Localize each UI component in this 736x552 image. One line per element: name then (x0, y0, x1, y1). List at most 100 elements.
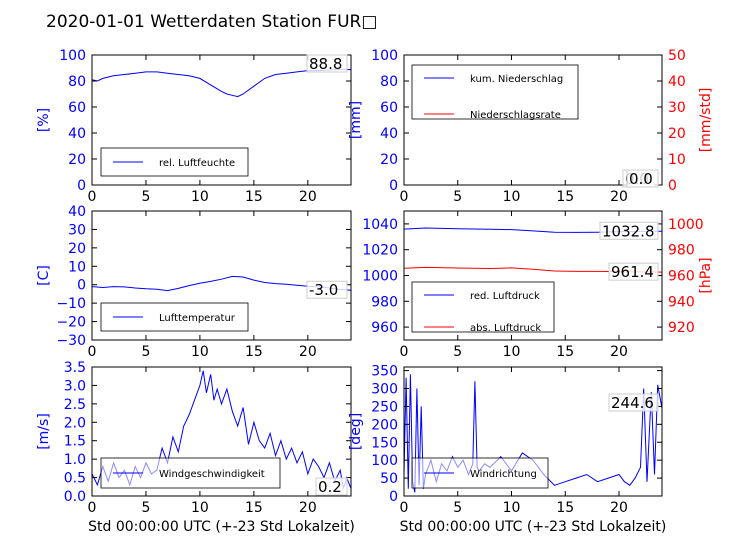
y-tick-label: 40 (380, 126, 398, 142)
x-tick-label: 0 (88, 500, 97, 516)
x-tick-label: 20 (610, 500, 628, 516)
latest-value-box (608, 393, 659, 412)
y-tick-label: −10 (56, 296, 86, 312)
x-tick-label: 15 (245, 500, 263, 516)
y-tick-label: 60 (68, 100, 86, 116)
y-tick-label: 20 (380, 152, 398, 168)
y-tick-label: 40 (68, 204, 86, 220)
legend-box (411, 457, 549, 489)
y-axis-label: [mm] (348, 101, 364, 139)
latest-value-box (315, 477, 348, 496)
chart-panel-wind_speed: 0 5 10 15 20 0.0 0.5 1.0 1.5 2.0 2.5 3.0 3.5 [m/s] Std… (36, 360, 355, 535)
y-tick-label: 300 (371, 382, 398, 398)
latest-value-label: 1032.8 (602, 222, 655, 240)
y-axis-label: [deg] (348, 413, 364, 450)
y-tick-label: 30 (68, 222, 86, 238)
y-tick-label: 40 (68, 126, 86, 142)
y-tick-label: 100 (371, 48, 398, 64)
chart-panel-precip: 0 5 10 15 20 0 20 40 60 80 100 0 10 20 30 40 50 [mm] [mm/s… (348, 48, 714, 205)
x-tick-label: 0 (400, 189, 409, 205)
legend-label: red. Luftdruck (470, 291, 540, 302)
x-tick-label: 15 (556, 344, 574, 360)
y-right-tick-label: 30 (668, 100, 686, 116)
x-tick-label: 5 (141, 500, 150, 516)
y-tick-label: 1.0 (64, 452, 86, 468)
y-tick-label: 0.5 (64, 471, 86, 487)
y-right-tick-label: 50 (668, 48, 686, 64)
latest-value-label: 961.4 (611, 263, 654, 281)
plot-frame (91, 366, 352, 497)
y-right-tick-label: 940 (668, 294, 695, 310)
y-tick-label: 0 (389, 178, 398, 194)
x-tick-label: 20 (610, 344, 628, 360)
x-axis-label: Std 00:00:00 UTC (+-23 Std Lokalzeit) (88, 519, 355, 535)
series-line-humidity-0 (91, 68, 352, 98)
y-tick-label: 20 (68, 152, 86, 168)
x-tick-label: 20 (610, 189, 628, 205)
chart-panel-temperature: 0 5 10 15 20 −30 −20 −10 0 10 20 30 40 [C] -3.0 Lufttem… (36, 204, 352, 360)
legend-label: abs. Luftdruck (470, 323, 541, 334)
latest-value-label: 88.8 (309, 55, 342, 73)
y-tick-label: −30 (56, 333, 86, 349)
y-tick-label: 350 (371, 364, 398, 380)
figure-title: 2020-01-01 Wetterdaten Station FUR□ (46, 12, 377, 32)
x-tick-label: 0 (88, 344, 97, 360)
y-tick-label: 1020 (362, 243, 398, 259)
x-tick-label: 10 (503, 189, 521, 205)
latest-value-box (626, 169, 659, 188)
y-tick-label: 960 (371, 320, 398, 336)
x-tick-label: 15 (245, 189, 263, 205)
y-tick-label: 3.0 (64, 378, 86, 394)
latest-value-label: -3.0 (309, 281, 338, 299)
latest-value-label: 0.0 (629, 170, 653, 188)
y-tick-label: 1000 (362, 269, 398, 285)
plot-frame (91, 210, 352, 341)
y-axis-label: [%] (36, 108, 52, 132)
y-axis-label: [m/s] (36, 413, 52, 450)
y-tick-label: −20 (56, 315, 86, 331)
latest-value-box (608, 262, 659, 281)
y-tick-label: 0 (389, 489, 398, 505)
legend-label: Windrichtung (470, 469, 537, 480)
x-tick-label: 10 (503, 344, 521, 360)
y-tick-label: 980 (371, 294, 398, 310)
plot-frame (91, 54, 352, 186)
y-tick-label: 100 (371, 453, 398, 469)
legend-box (411, 64, 579, 120)
x-tick-label: 5 (453, 344, 462, 360)
y-tick-label: 50 (380, 471, 398, 487)
legend-box (411, 281, 555, 333)
y-tick-label: 0 (77, 278, 86, 294)
y-tick-label: 2.5 (64, 397, 86, 413)
chart-panel-humidity: 0 5 10 15 20 0 20 40 60 80 100 [%] 88.8 rel. Luftfeuc… (36, 48, 352, 205)
y-right-tick-label: 1000 (668, 217, 704, 233)
y-right-tick-label: 960 (668, 269, 695, 285)
legend-label: rel. Luftfeuchte (159, 158, 235, 169)
x-tick-label: 15 (245, 344, 263, 360)
y-right-tick-label: 40 (668, 74, 686, 90)
y-tick-label: 20 (68, 241, 86, 257)
y-tick-label: 250 (371, 399, 398, 415)
y-right-tick-label: 0 (668, 178, 677, 194)
latest-value-label: 0.2 (318, 478, 342, 496)
x-tick-label: 20 (299, 500, 317, 516)
x-tick-label: 15 (556, 500, 574, 516)
y-right-axis-label: [hPa] (698, 257, 714, 293)
legend-label: Niederschlagsrate (470, 110, 561, 121)
y-tick-label: 150 (371, 435, 398, 451)
y-tick-label: 10 (68, 259, 86, 275)
x-tick-label: 0 (400, 500, 409, 516)
y-right-axis-label: [mm/std] (698, 88, 714, 153)
x-axis-label: Std 00:00:00 UTC (+-23 Std Lokalzeit) (400, 519, 667, 535)
x-tick-label: 5 (141, 189, 150, 205)
latest-value-box (306, 280, 348, 299)
x-tick-label: 5 (453, 189, 462, 205)
x-tick-label: 15 (556, 189, 574, 205)
y-tick-label: 3.5 (64, 360, 86, 376)
x-tick-label: 10 (503, 500, 521, 516)
y-right-tick-label: 980 (668, 243, 695, 259)
x-tick-label: 0 (88, 189, 97, 205)
latest-value-label: 244.6 (611, 394, 654, 412)
y-tick-label: 1.5 (64, 434, 86, 450)
